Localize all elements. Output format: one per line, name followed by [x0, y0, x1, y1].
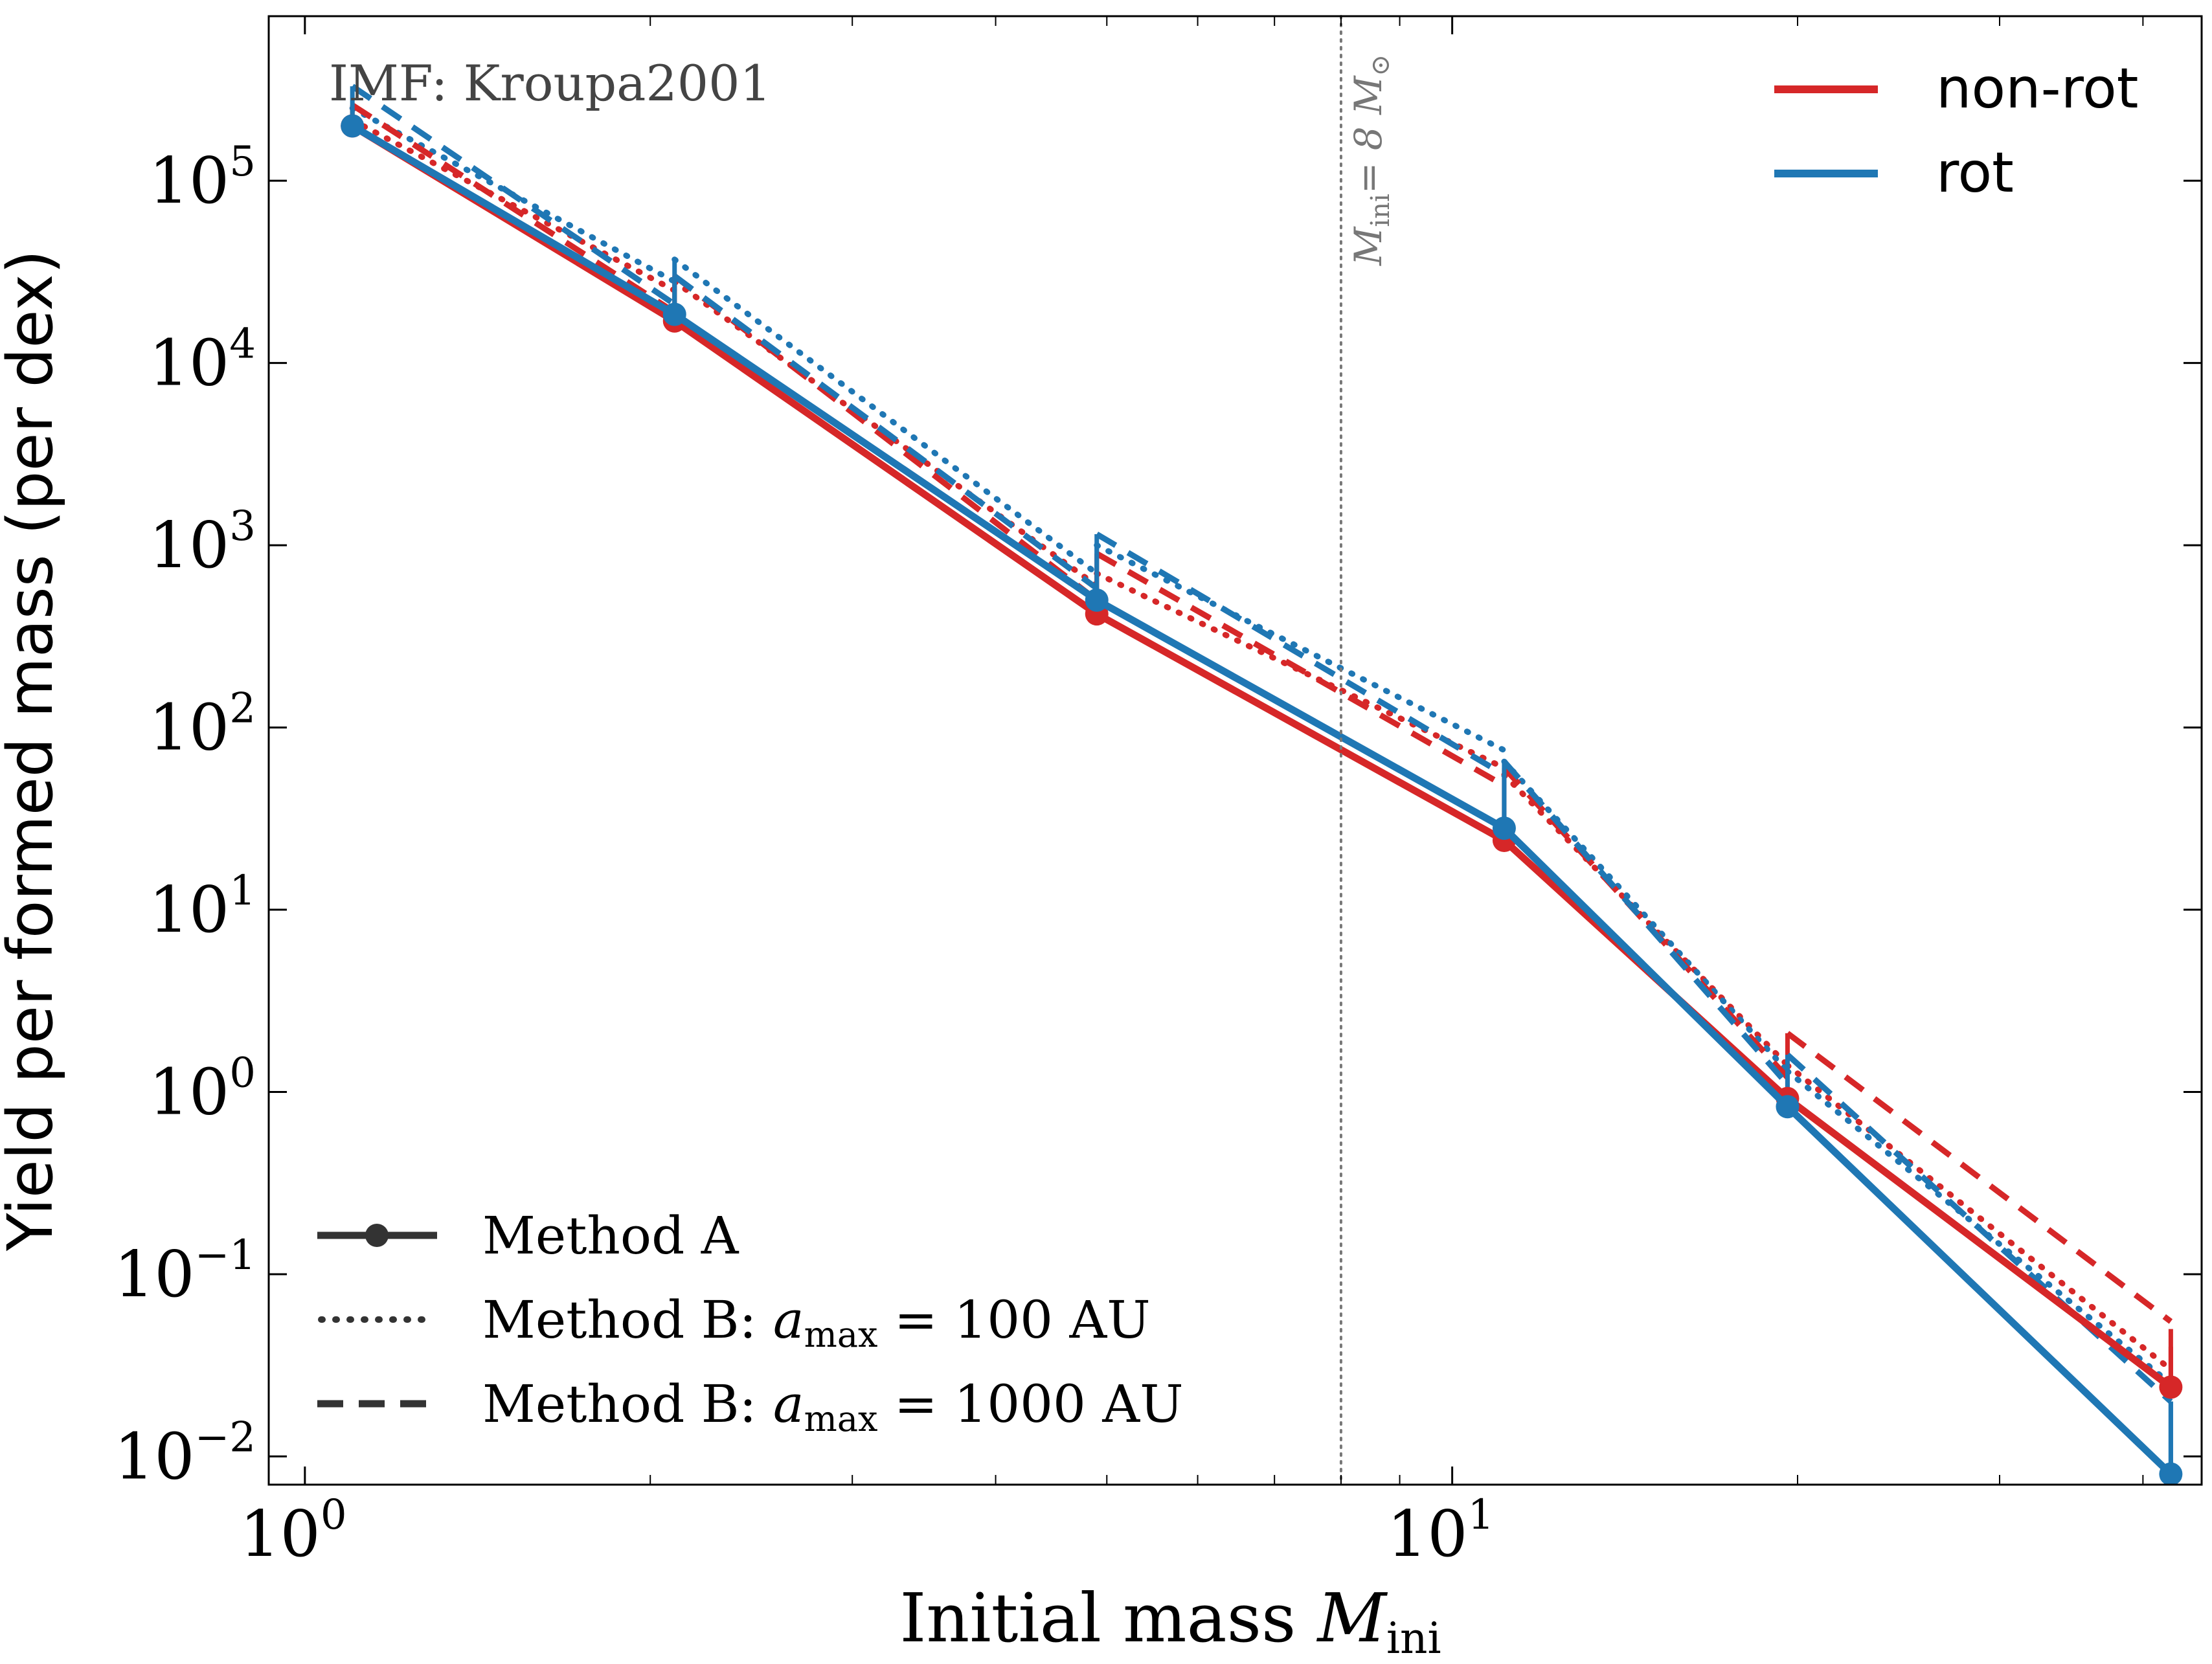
x-tick-base: 10: [240, 1498, 321, 1571]
legend-style-label-rest: = 100 AU: [877, 1290, 1150, 1350]
legend-label-rot: rot: [1936, 141, 2014, 205]
y-tick-base: 10: [149, 509, 230, 583]
segment: [1785, 1031, 2173, 1324]
legend-style-label-text: Method A: [482, 1206, 739, 1266]
y-tick-exp: 2: [229, 685, 256, 733]
legend-color: non-rot rot: [1774, 56, 2138, 205]
vline-label-rest: = 8 M: [1346, 75, 1390, 194]
y-tick-exp: 3: [229, 502, 256, 550]
legend-style-label-rest: = 1000 AU: [877, 1374, 1183, 1434]
series-non-rot-method-b-1000au: [350, 102, 2173, 1388]
series-rot-method-b-100au: [349, 105, 2174, 1474]
series-line: [350, 122, 2174, 1477]
imf-annotation: IMF: Kroupa2001: [329, 54, 771, 112]
x-axis-title-subscript: ini: [1386, 1613, 1441, 1663]
legend-style-marker: [365, 1224, 389, 1247]
legend-style-label-subscript: max: [804, 1399, 878, 1439]
segment: [350, 84, 677, 307]
segment: [1095, 551, 1506, 789]
series-non-rot-method-b-100au: [349, 117, 2174, 1388]
y-tick-base: 10: [114, 1238, 195, 1312]
legend-style-label-subscript: max: [804, 1314, 878, 1355]
y-tick-exp: 4: [229, 320, 256, 368]
data-point: [1085, 588, 1109, 612]
x-tick-exp: 0: [321, 1491, 347, 1539]
legend-style-label-text: Method B:: [482, 1374, 773, 1434]
series-rot-method-b-1000au: [350, 84, 2173, 1474]
data-point: [341, 114, 365, 138]
legend-style-label-text: Method B:: [482, 1290, 773, 1350]
x-tick-label: 100: [240, 1491, 346, 1571]
segment: [1095, 532, 1506, 778]
segment: [673, 273, 1099, 591]
vline-label-sun: ⊙: [1366, 54, 1395, 76]
data-point: [2159, 1375, 2183, 1399]
y-tick-exp: 0: [229, 1049, 256, 1097]
y-tick-exp: 1: [229, 867, 256, 915]
series-line: [350, 122, 2173, 1390]
legend-style-label-symbol: a: [773, 1290, 804, 1350]
x-axis-title-text: Initial mass: [899, 1579, 1317, 1658]
x-axis-title-symbol: M: [1316, 1579, 1388, 1658]
data-point: [1776, 1095, 1800, 1119]
legend-label-non-rot: non-rot: [1936, 56, 2138, 121]
y-tick-label: 101: [149, 867, 256, 947]
vline-label-subscript: ini: [1366, 194, 1395, 227]
segment: [1785, 1052, 2173, 1404]
series-rot-method-a: [341, 114, 2183, 1485]
y-tick-base: 10: [149, 327, 230, 401]
y-tick-exp: 5: [229, 138, 256, 186]
segment: [1094, 542, 1507, 754]
data-point: [1492, 816, 1516, 840]
y-tick-label: 10−1: [114, 1231, 256, 1312]
y-tick-base: 10: [149, 144, 230, 218]
y-tick-base: 10: [149, 873, 230, 947]
legend-style-label: Method B: amax = 1000 AU: [482, 1374, 1184, 1439]
x-tick-base: 10: [1387, 1498, 1468, 1571]
plot-frame: [267, 15, 2203, 1486]
y-tick-label: 103: [149, 502, 256, 583]
x-tick-label: 101: [1387, 1491, 1494, 1571]
segment: [1784, 1062, 2174, 1373]
y-tick-label: 10−2: [114, 1413, 256, 1494]
y-axis-title: Yield per formed mass (per dex): [0, 250, 67, 1252]
segment: [1502, 765, 1790, 1080]
vline-label: Mini= 8 M⊙: [1346, 54, 1395, 266]
y-tick-label: 102: [149, 685, 256, 765]
x-axis-title: Initial mass Mini: [899, 1579, 1441, 1663]
y-tick-base: 10: [149, 691, 230, 765]
y-tick-label: 105: [149, 138, 256, 218]
segment: [350, 102, 677, 315]
segment: [1094, 570, 1507, 771]
segment: [1501, 758, 1790, 1074]
series-layer: [341, 84, 2183, 1485]
y-tick-label: 104: [149, 320, 256, 401]
y-tick-label: 100: [149, 1049, 256, 1129]
segment: [1501, 772, 1790, 1068]
legend-style-label-symbol: a: [773, 1374, 804, 1434]
segment: [672, 256, 1100, 577]
legend-style-label: Method B: amax = 100 AU: [482, 1290, 1151, 1355]
data-point: [662, 302, 686, 326]
y-tick-base: 10: [149, 1055, 230, 1129]
y-tick-exp: −2: [195, 1413, 256, 1461]
data-point: [2159, 1462, 2183, 1485]
legend-style-label: Method A: [482, 1206, 739, 1266]
y-tick-exp: −1: [195, 1231, 256, 1279]
x-tick-exp: 1: [1468, 1491, 1495, 1539]
vline-label-symbol: M: [1346, 226, 1390, 266]
y-tick-base: 10: [114, 1420, 195, 1494]
